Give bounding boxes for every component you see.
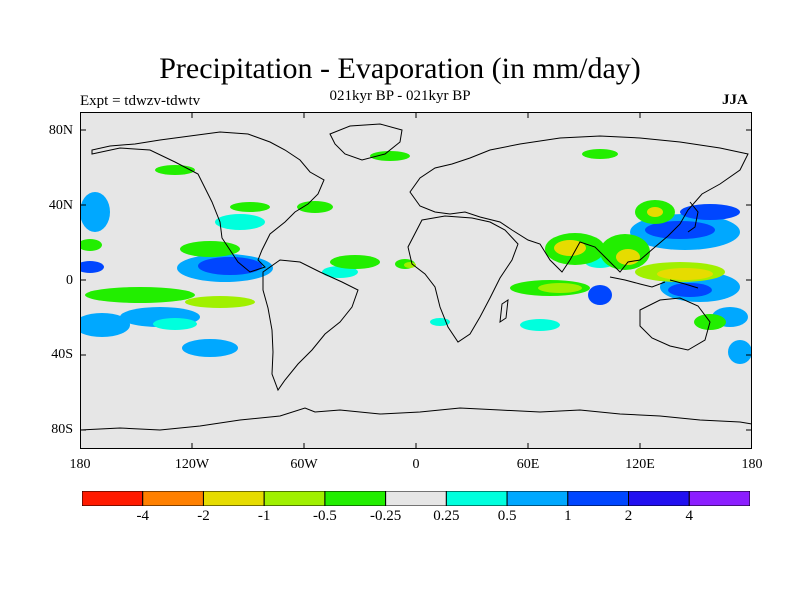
colorbar-label: -2	[197, 508, 210, 524]
colorbar-box	[202, 491, 265, 506]
lat-tick-80n: 80N	[48, 123, 73, 138]
lat-tick-40s: 40S	[51, 347, 73, 362]
colorbar-label: -4	[136, 508, 149, 524]
colorbar-box	[142, 491, 204, 506]
lon-tick-60w: 60W	[290, 457, 318, 472]
lon-tick-120e: 120E	[625, 457, 655, 472]
coastlines	[80, 123, 752, 431]
colorbar-label: 0.5	[497, 508, 517, 524]
colorbar-box	[263, 491, 326, 506]
colorbar-box	[82, 491, 144, 506]
colorbar-label: 4	[685, 508, 694, 524]
map-subtitle: 021kyr BP - 021kyr BP	[329, 88, 471, 104]
colorbar-label: -0.25	[370, 508, 402, 524]
colorbar-label: 1	[564, 508, 572, 524]
lat-tick-40n: 40N	[48, 198, 73, 213]
colorbar-box	[506, 491, 569, 506]
colorbar-box	[385, 491, 447, 506]
colorbar-box	[688, 491, 750, 506]
colorbar-label: 0.25	[433, 508, 460, 524]
lat-tick-80s: 80S	[51, 422, 73, 437]
colorbar-box	[445, 491, 508, 506]
lon-tick-180w: 180	[69, 457, 91, 472]
lon-tick-0: 0	[412, 457, 420, 472]
lon-tick-120w: 120W	[174, 457, 210, 472]
lat-ticks	[80, 129, 752, 431]
colorbar-box	[324, 491, 387, 506]
lat-tick-0: 0	[66, 273, 73, 288]
lon-tick-180e: 180	[741, 457, 763, 472]
lon-ticks	[191, 112, 641, 449]
colorbar-label: -0.5	[313, 508, 337, 524]
lon-tick-60e: 60E	[516, 457, 540, 472]
colorbar-box	[628, 491, 690, 506]
colorbar	[82, 491, 750, 506]
colorbar-label: -1	[257, 508, 271, 524]
colorbar-box	[567, 491, 630, 506]
pme-map-panel	[80, 112, 752, 449]
ocean-background	[80, 112, 752, 449]
experiment-label: Expt = tdwzv-tdwtv	[80, 93, 201, 109]
season-label: JJA	[722, 92, 748, 108]
precip-contours	[80, 149, 752, 364]
map-title: Precipitation - Evaporation (in mm/day)	[159, 52, 641, 85]
colorbar-label: 2	[624, 508, 633, 524]
